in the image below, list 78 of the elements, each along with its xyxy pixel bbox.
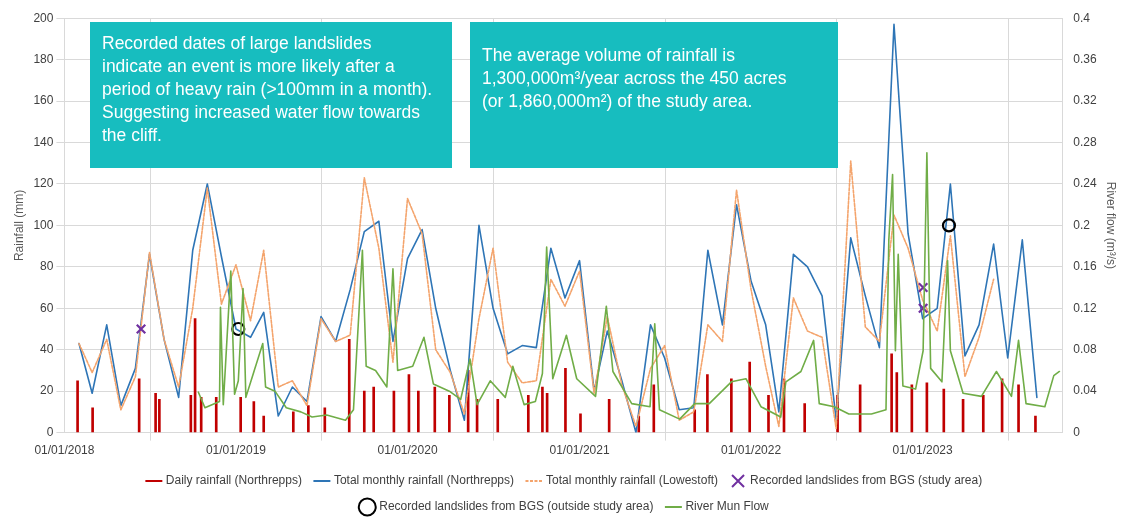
bar — [564, 368, 567, 433]
y2-tick-label: 0.4 — [1073, 10, 1091, 25]
point — [231, 321, 246, 337]
bar — [890, 353, 893, 433]
bar — [981, 394, 985, 433]
y2-tick-label: 0 — [1073, 424, 1081, 439]
y2-tick-label: 0.12 — [1073, 300, 1097, 315]
bar — [291, 411, 295, 433]
bar — [262, 415, 266, 433]
y-tick-label: 60 — [40, 300, 54, 315]
bar — [91, 407, 94, 433]
y-tick-label: 160 — [33, 93, 54, 108]
bar — [323, 407, 327, 433]
bar — [372, 386, 376, 433]
x-tick-label: 01/01/2021 — [549, 443, 610, 458]
y-tick-label: 100 — [33, 217, 54, 232]
y-tick-label: 200 — [33, 10, 54, 25]
bar — [730, 378, 733, 433]
point — [917, 302, 929, 314]
y2-tick-label: 0.32 — [1073, 93, 1097, 108]
callout-box: The average volume of rainfall is 1,300,000m³/year across the 450 acres (or 1,860,000m²) of the study area. — [470, 22, 838, 168]
legend-label: Recorded landslides from BGS (study area) — [750, 473, 983, 488]
y-axis-title: Rainfall (mm) — [11, 189, 26, 262]
bar — [448, 394, 451, 433]
bar — [706, 374, 709, 433]
y2-tick-label: 0.08 — [1073, 342, 1097, 357]
legend-label: River Mun Flow — [685, 499, 770, 514]
bar — [579, 413, 582, 433]
bar — [362, 390, 366, 433]
x-tick-label: 01/01/2018 — [34, 443, 95, 458]
y2-axis-title: River flow (m³/s) — [1104, 181, 1119, 270]
legend-label: Daily rainfall (Northrepps) — [165, 473, 302, 488]
y2-tick-label: 0.24 — [1073, 176, 1097, 191]
bar — [433, 386, 437, 433]
y-tick-label: 20 — [40, 383, 54, 398]
y2-tick-label: 0.36 — [1073, 51, 1097, 66]
x-tick-label: 01/01/2022 — [721, 443, 782, 458]
y-tick-label: 40 — [40, 342, 54, 357]
bar — [895, 372, 899, 433]
bar — [154, 392, 157, 433]
bar — [748, 361, 752, 433]
bar — [1034, 415, 1037, 433]
bar — [307, 405, 310, 433]
bar — [693, 409, 697, 433]
x-tick-label: 01/01/2019 — [205, 443, 267, 458]
point — [135, 323, 147, 335]
bar — [767, 394, 770, 433]
legend-label: Recorded landslides from BGS (outside study area) — [379, 499, 654, 514]
y2-tick-label: 0.04 — [1073, 383, 1097, 398]
bar — [347, 339, 351, 433]
point — [941, 218, 957, 233]
bar — [803, 403, 807, 433]
y2-tick-label: 0.2 — [1073, 217, 1091, 232]
bar — [526, 394, 530, 433]
y2-tick-label: 0.28 — [1073, 134, 1097, 149]
bar — [1017, 384, 1020, 433]
x-tick-label: 01/01/2020 — [377, 443, 438, 458]
bar — [652, 384, 656, 433]
bar — [199, 397, 203, 433]
legend-label: Total monthly rainfall (Lowestoft) — [545, 473, 719, 488]
bar — [239, 397, 242, 433]
bar — [942, 388, 946, 433]
y2-tick-label: 0.16 — [1073, 259, 1097, 274]
bar — [496, 399, 500, 433]
bar — [541, 386, 544, 433]
bar — [417, 390, 420, 433]
y-tick-label: 80 — [40, 259, 54, 274]
x-tick-label: 01/01/2023 — [892, 443, 954, 458]
bar — [214, 397, 218, 433]
y-tick-label: 140 — [33, 134, 54, 149]
callout-box: Recorded dates of large landslides indicate an event is more likely after a period of heavy rain (>100mm in a month). Suggesting increased water flow towards the cliff. — [90, 22, 452, 168]
y-tick-label: 120 — [33, 176, 54, 191]
y-tick-label: 180 — [33, 51, 54, 66]
line-series — [78, 160, 995, 430]
bar — [76, 380, 79, 433]
point — [917, 282, 929, 293]
y-tick-label: 0 — [46, 424, 54, 439]
legend-label: Total monthly rainfall (Northrepps) — [333, 473, 514, 488]
